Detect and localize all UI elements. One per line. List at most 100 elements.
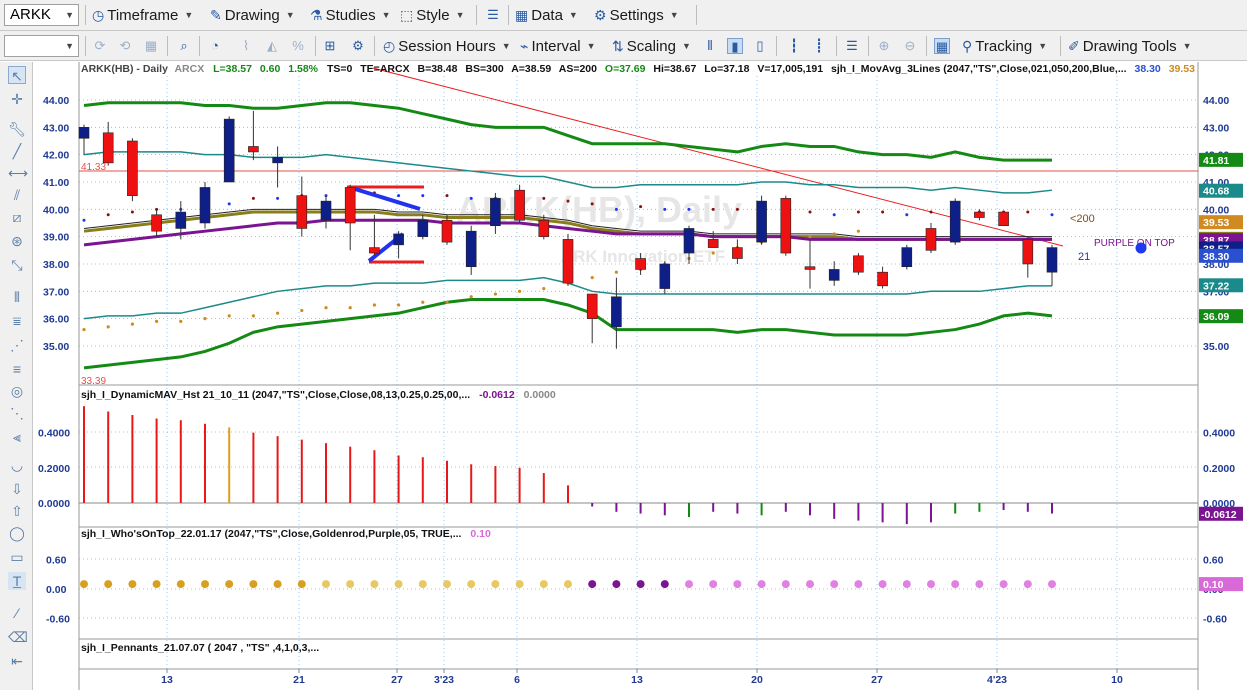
candle-body[interactable]: [175, 211, 187, 229]
tracking-menu[interactable]: ⚲ Tracking ▼: [962, 34, 1047, 58]
gauge-icon[interactable]: ◔: [211, 38, 219, 53]
drawing-tools-menu[interactable]: ✐ Drawing Tools ▼: [1068, 34, 1192, 58]
hollow-candle-icon[interactable]: ▯: [756, 38, 764, 53]
zoom-chart-icon[interactable]: ⌕: [180, 38, 188, 53]
teal-upper-band[interactable]: [83, 151, 1053, 194]
candle-body[interactable]: [151, 214, 162, 232]
gann-icon[interactable]: ⊛: [11, 233, 23, 249]
candle-body[interactable]: [102, 132, 114, 164]
refresh-icon[interactable]: ⟳: [94, 38, 106, 53]
settings-menu[interactable]: ⚙ Settings ▼: [594, 3, 679, 27]
candle-body[interactable]: [611, 296, 622, 328]
refresh-all-icon[interactable]: ⟲: [119, 38, 131, 53]
candle-body[interactable]: [369, 247, 380, 254]
black-ma-line[interactable]: [83, 208, 1052, 238]
scaling-menu[interactable]: ⇅ Scaling ▼: [612, 34, 691, 58]
layout-icon[interactable]: ☰: [487, 7, 499, 22]
candle-body[interactable]: [296, 195, 308, 229]
line-tool-icon[interactable]: ⁄: [15, 605, 19, 621]
candlestick-icon[interactable]: ▮: [727, 38, 743, 54]
arrow-up-icon[interactable]: ⇧: [11, 503, 23, 519]
zoom-out-icon[interactable]: ⊖: [904, 38, 916, 53]
pattern-drawing[interactable]: [347, 185, 424, 264]
ohlc-icon[interactable]: ┋: [815, 38, 823, 53]
candle-body[interactable]: [127, 140, 138, 196]
candle-body[interactable]: [514, 189, 525, 221]
candle-body[interactable]: [925, 228, 937, 251]
trendline-icon[interactable]: ╱: [12, 143, 22, 159]
ray-icon[interactable]: ⤡: [11, 257, 23, 273]
symbol-combo[interactable]: ARKK ▼: [4, 4, 79, 26]
grid-icon[interactable]: ▦: [144, 38, 158, 53]
green-upper-band[interactable]: [83, 101, 1052, 162]
fib-circles-icon[interactable]: ◎: [10, 383, 24, 399]
rectangle-icon[interactable]: ▭: [10, 549, 24, 565]
candle-body[interactable]: [223, 118, 235, 183]
candle-body[interactable]: [901, 247, 913, 268]
chart-line-icon[interactable]: ⌇: [242, 38, 250, 53]
chart-area-icon[interactable]: ◭: [267, 38, 277, 53]
candle-body[interactable]: [417, 219, 429, 237]
text-tool-icon[interactable]: T̲: [8, 572, 26, 590]
studies-menu[interactable]: ⚗ Studies ▼: [310, 3, 391, 27]
candle-body[interactable]: [344, 187, 356, 224]
interval-combo[interactable]: ▼: [4, 35, 79, 57]
erase-icon[interactable]: ⌫: [8, 629, 28, 645]
speed-lines-icon[interactable]: ⋱: [10, 405, 24, 421]
vertical-lines-icon[interactable]: ⦀: [13, 289, 21, 305]
candle-body[interactable]: [780, 198, 792, 254]
candle-body[interactable]: [490, 198, 501, 227]
candle-body[interactable]: [441, 219, 453, 243]
chart-percent-icon[interactable]: %: [292, 38, 304, 53]
candle-body[interactable]: [562, 239, 574, 284]
parallel-lines-icon[interactable]: ⫽: [13, 187, 21, 203]
candle-body[interactable]: [1022, 239, 1034, 265]
crosshair-icon[interactable]: ✛: [11, 91, 23, 107]
candle-body[interactable]: [683, 228, 695, 254]
candle-body[interactable]: [974, 211, 985, 218]
interval-menu[interactable]: ⌁ Interval ▼: [520, 34, 596, 58]
candle-body[interactable]: [635, 258, 646, 270]
format-icon[interactable]: ⊞: [324, 38, 336, 53]
purple-ma-line[interactable]: [83, 218, 1052, 247]
trend-line[interactable]: [372, 67, 1064, 247]
arrow-down-icon[interactable]: ⇩: [11, 481, 23, 497]
session-hours-menu[interactable]: ◴ Session Hours ▼: [383, 34, 511, 58]
fib-icon[interactable]: ⩸: [12, 313, 22, 329]
candle-body[interactable]: [538, 219, 550, 237]
horizontal-line-icon[interactable]: ⟷: [8, 165, 29, 181]
timeframe-menu[interactable]: ◷ Timeframe ▼: [92, 3, 193, 27]
candle-body[interactable]: [998, 211, 1009, 227]
candle-body[interactable]: [272, 157, 283, 164]
x-axis[interactable]: 13 21 27 3'23 6 13 20 27 4'23 10: [161, 669, 1123, 686]
candlesticks[interactable]: [78, 110, 1058, 349]
candle-body[interactable]: [586, 293, 598, 319]
green-lower-band[interactable]: [83, 298, 1053, 370]
candle-body[interactable]: [465, 230, 477, 268]
histogram-icon[interactable]: ┇: [790, 38, 798, 53]
drawing-menu[interactable]: ✎ Drawing ▼: [210, 3, 295, 27]
candle-body[interactable]: [248, 146, 259, 153]
candle-body[interactable]: [707, 239, 719, 248]
wrench-icon[interactable]: 🔧︎: [8, 121, 26, 137]
ellipse-icon[interactable]: ◯: [9, 525, 25, 541]
candle-body[interactable]: [949, 200, 961, 243]
channel-icon[interactable]: ⧄: [12, 209, 22, 225]
candle-body[interactable]: [756, 200, 767, 243]
andrews-icon[interactable]: ⫷: [13, 429, 21, 445]
pointer-icon[interactable]: ↖: [8, 66, 26, 84]
chart-area[interactable]: ARKK(HB), Daily ARK Innovation ETF 44.00…: [33, 62, 1247, 690]
candle-body[interactable]: [804, 266, 816, 270]
style-menu[interactable]: ⬚ Style ▼: [400, 3, 465, 27]
settings-small-icon[interactable]: ⚙: [352, 38, 364, 53]
fib-retrace-icon[interactable]: ≡: [12, 361, 22, 377]
candle-body[interactable]: [659, 263, 671, 289]
candle-body[interactable]: [877, 271, 888, 287]
data-menu[interactable]: ▦ Data ▼: [515, 3, 578, 27]
zoom-in-icon[interactable]: ⊕: [878, 38, 890, 53]
candle-body[interactable]: [853, 255, 864, 273]
layout-icon[interactable]: ☰: [846, 38, 858, 53]
candle-body[interactable]: [1046, 247, 1058, 273]
collapse-left-icon[interactable]: ⇤: [11, 653, 23, 669]
